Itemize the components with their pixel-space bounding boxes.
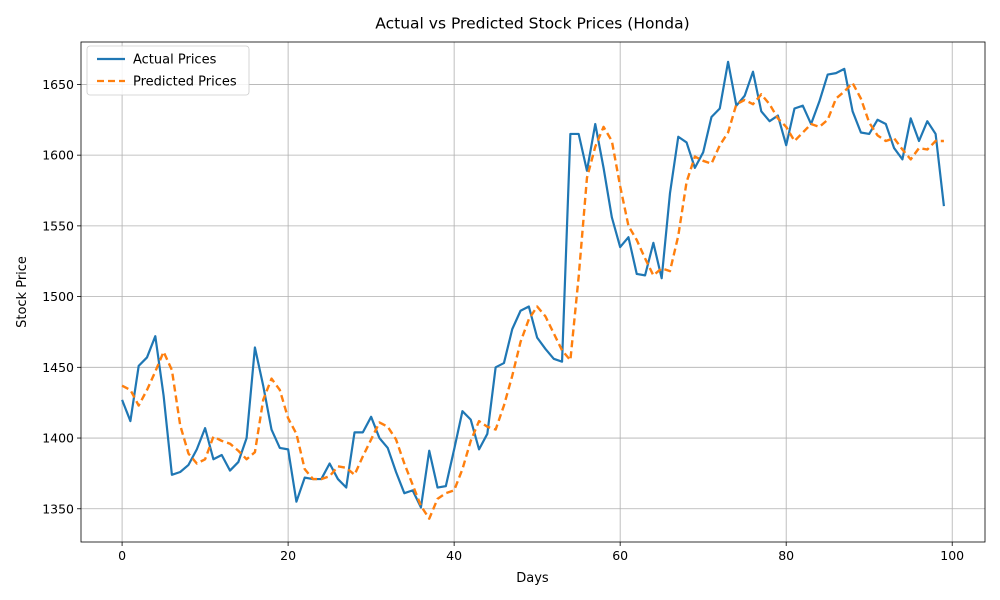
x-tick-label: 100 (940, 548, 964, 563)
legend-box (86, 45, 250, 96)
chart-title: Actual vs Predicted Stock Prices (Honda) (375, 15, 689, 33)
y-tick-label: 1650 (42, 77, 74, 92)
series-layer (121, 60, 946, 520)
y-tick-label: 1500 (42, 289, 74, 304)
x-tick-label: 60 (612, 548, 628, 563)
x-tick-label: 20 (280, 548, 296, 563)
legend-label-2: Predicted Prices (133, 75, 237, 90)
y-tick-label: 1450 (42, 360, 74, 375)
axis-ticks: 0 20 40 60 80 100 1350 1400 1450 1500 1550 1600 1650 (42, 77, 964, 563)
series-line-1 (121, 60, 946, 509)
grid-lines (81, 42, 985, 542)
x-axis-label: Days (516, 571, 549, 586)
x-tick-label: 40 (446, 548, 462, 563)
y-tick-label: 1600 (42, 148, 74, 163)
y-tick-label: 1550 (42, 218, 74, 233)
series-line-2 (121, 81, 944, 520)
legend: Actual Prices Predicted Prices (86, 45, 250, 96)
y-axis-label: Stock Price (15, 256, 30, 328)
legend-label-1: Actual Prices (133, 53, 217, 68)
x-tick-label: 0 (118, 548, 126, 563)
y-tick-label: 1350 (42, 501, 74, 516)
plot-area-frame (80, 41, 986, 543)
x-tick-label: 80 (778, 548, 794, 563)
y-tick-label: 1400 (42, 431, 74, 446)
